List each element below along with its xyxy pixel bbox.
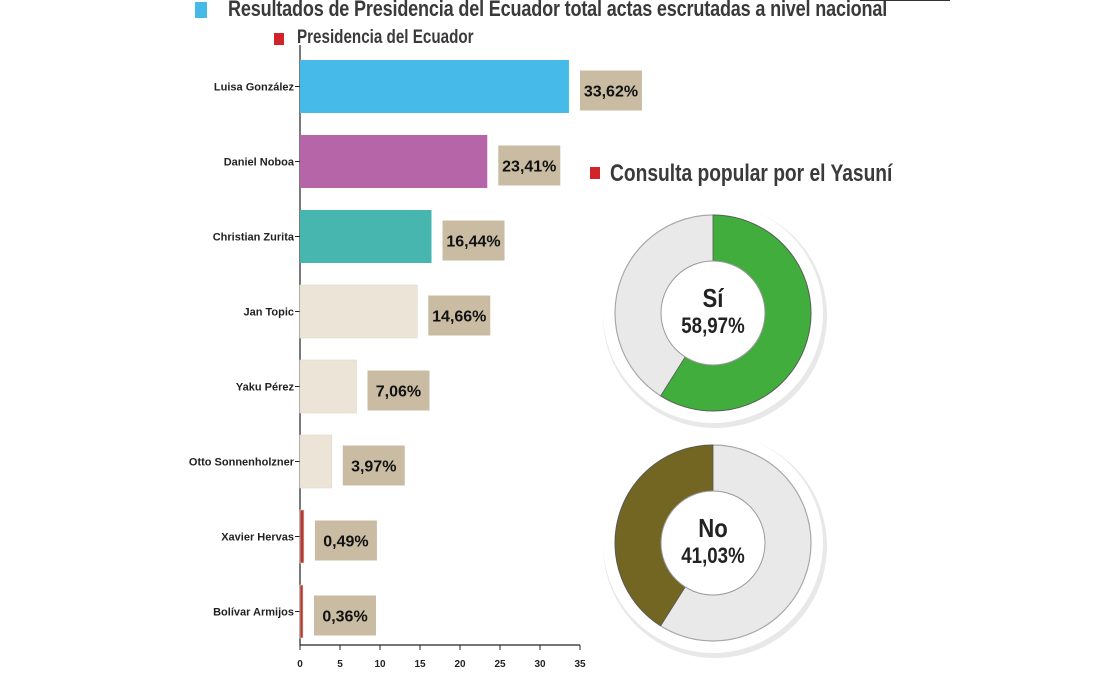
page-title: Resultados de Presidencia del Ecuador to…	[228, 0, 888, 21]
value-label: 23,41%	[502, 159, 556, 176]
value-label: 14,66%	[432, 309, 486, 326]
bar	[299, 584, 304, 639]
category-label: Luisa González	[214, 82, 295, 94]
value-label-box	[314, 520, 377, 561]
category-label: Yaku Pérez	[236, 382, 295, 394]
bar	[299, 509, 305, 564]
donut-si-label: Sí	[702, 283, 724, 313]
category-label: Daniel Noboa	[224, 157, 295, 169]
value-label-box	[442, 220, 505, 261]
bar	[299, 434, 333, 489]
donut-hole	[660, 260, 766, 366]
value-label: 33,62%	[584, 84, 638, 101]
value-label-box	[579, 70, 642, 111]
value-label-box	[342, 445, 405, 486]
x-tick-label: 5	[337, 659, 343, 670]
title-rule	[860, 0, 950, 1]
donut-hole	[660, 490, 766, 596]
donut-no-value: 41,03%	[681, 543, 745, 568]
bar	[299, 284, 418, 339]
value-label: 16,44%	[446, 234, 500, 251]
presidencia-legend-marker	[274, 33, 284, 45]
category-label: Xavier Hervas	[221, 532, 294, 544]
category-label: Otto Sonnenholzner	[189, 457, 295, 469]
yasuni-title: Consulta popular por el Yasuní	[610, 160, 893, 187]
title-marker	[195, 2, 207, 18]
x-tick-label: 35	[574, 659, 586, 670]
bar	[300, 60, 569, 113]
bar	[300, 135, 488, 188]
value-label: 3,97%	[351, 459, 396, 476]
value-label-box	[498, 145, 561, 186]
value-label-box	[428, 295, 491, 336]
x-tick-label: 15	[414, 659, 426, 670]
category-label: Bolívar Armijos	[213, 607, 294, 619]
bar	[299, 359, 357, 414]
x-tick-label: 0	[297, 659, 303, 670]
x-tick-label: 25	[494, 659, 506, 670]
presidencia-subtitle: Presidencia del Ecuador	[297, 27, 474, 48]
category-label: Jan Topic	[243, 307, 294, 319]
donut-no-label: No	[698, 513, 728, 543]
donut-si-value: 58,97%	[681, 313, 745, 338]
x-tick-label: 30	[534, 659, 546, 670]
category-label: Christian Zurita	[213, 232, 295, 244]
value-label: 7,06%	[376, 384, 421, 401]
yasuni-legend-marker	[590, 167, 600, 179]
bar	[300, 210, 432, 263]
value-label-box	[367, 370, 430, 411]
x-tick-label: 10	[374, 659, 386, 670]
value-label-box	[314, 595, 376, 636]
x-tick-label: 20	[454, 659, 466, 670]
value-label: 0,49%	[323, 534, 368, 551]
value-label: 0,36%	[322, 609, 367, 626]
